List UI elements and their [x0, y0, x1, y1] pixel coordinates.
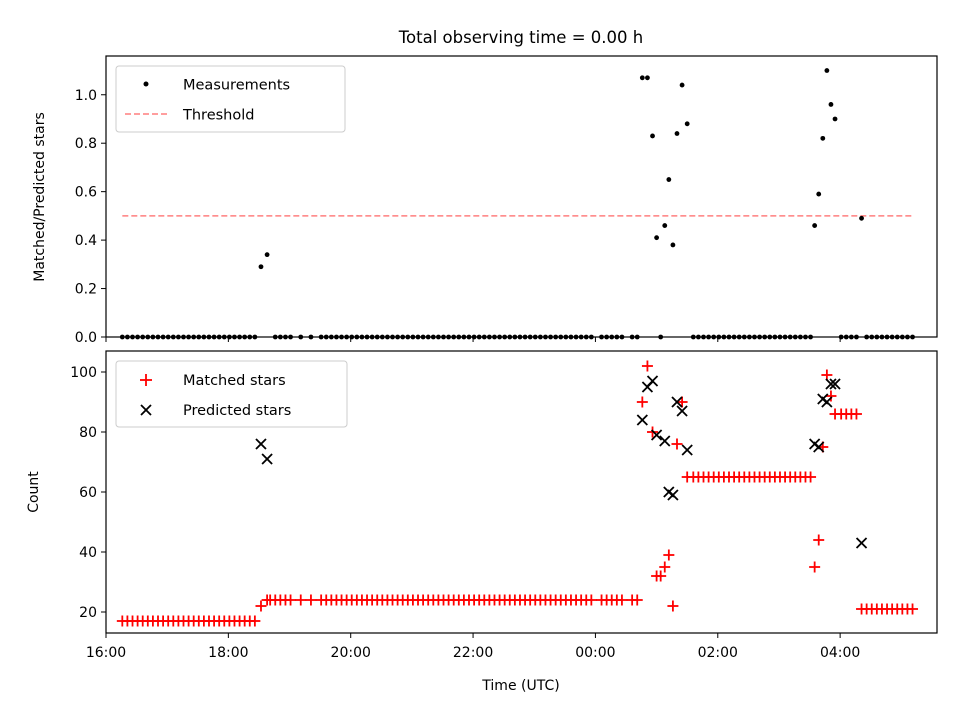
- matched-star-point: [671, 438, 683, 450]
- measurement-point: [639, 75, 645, 81]
- measurement-point: [824, 68, 830, 73]
- measurement-point: [662, 223, 668, 228]
- y-tick-label: 80: [79, 425, 97, 441]
- matched-star-point: [850, 408, 862, 420]
- measurement-point: [832, 116, 838, 122]
- y-tick-label: 0.6: [75, 185, 97, 201]
- predicted-star-point: [659, 435, 671, 447]
- predicted-star-point: [255, 438, 267, 450]
- x-tick-label: 04:00: [820, 645, 860, 661]
- x-tick-label: 22:00: [453, 645, 493, 661]
- matched-star-point: [305, 594, 317, 606]
- measurement-point: [650, 133, 655, 139]
- predicted-star-point: [829, 378, 841, 390]
- bottom-y-axis-label: Count: [26, 471, 42, 513]
- y-tick-label: 0.4: [75, 233, 97, 249]
- matched-star-point: [907, 603, 919, 615]
- legend-threshold-label: Threshold: [182, 108, 254, 124]
- y-tick-label: 100: [70, 365, 97, 381]
- bottom-legend: Matched stars Predicted stars: [115, 360, 348, 428]
- matched-star-point: [295, 594, 307, 606]
- matched-star-point: [616, 594, 628, 606]
- bottom-panel-frame: [105, 350, 938, 634]
- predicted-star-point: [813, 441, 825, 453]
- x-tick-label: 20:00: [331, 645, 371, 661]
- predicted-star-point: [671, 396, 683, 408]
- legend-predicted-marker: [140, 404, 152, 416]
- predicted-star-point: [821, 396, 833, 408]
- predicted-star-point: [681, 444, 693, 456]
- matched-star-point: [636, 396, 648, 408]
- measurement-point: [820, 135, 826, 141]
- matched-star-point: [813, 534, 825, 546]
- legend-predicted-label: Predicted stars: [183, 403, 291, 419]
- predicted-star-point: [676, 405, 688, 417]
- measurement-point: [654, 235, 660, 241]
- measurement-point: [674, 131, 680, 136]
- x-tick-label: 02:00: [698, 645, 738, 661]
- legend-matched-label: Matched stars: [183, 373, 286, 389]
- y-tick-label: 60: [79, 485, 97, 501]
- x-axis-label: Time (UTC): [481, 678, 559, 694]
- matched-star-point: [631, 594, 643, 606]
- measurement-point: [645, 75, 650, 81]
- y-tick-label: 20: [79, 605, 97, 621]
- top-panel-marks: [119, 68, 915, 340]
- top-legend: Measurements Threshold: [115, 65, 346, 133]
- matched-star-point: [663, 549, 675, 561]
- matched-star-point: [676, 396, 688, 408]
- matched-star-point: [585, 594, 597, 606]
- bottom-panel-axes: 20 40 60 80 100 16:00 18:00 20:00 22:00 00:00 02:0…: [70, 365, 860, 661]
- matched-star-point: [255, 600, 267, 612]
- y-tick-label: 0.2: [75, 282, 97, 298]
- x-tick-label: 18:00: [208, 645, 248, 661]
- chart-title: Total observing time = 0.00 h: [398, 28, 643, 47]
- top-y-axis-label: Matched/Predicted stars: [32, 112, 48, 282]
- bottom-panel: 20 40 60 80 100 16:00 18:00 20:00 22:00 00:00 02:0…: [26, 350, 938, 694]
- predicted-star-point: [636, 414, 648, 426]
- measurement-point: [679, 82, 685, 88]
- predicted-star-point: [855, 537, 868, 549]
- y-tick-label: 0.0: [75, 330, 97, 346]
- measurement-point: [812, 223, 818, 228]
- top-panel-frame: [105, 55, 938, 338]
- top-panel: 0.0 0.2 0.4 0.6 0.8 1.0 Matched/Predicted sta…: [32, 55, 938, 346]
- predicted-star-point: [261, 453, 273, 465]
- top-panel-axes: 0.0 0.2 0.4 0.6 0.8 1.0: [75, 88, 841, 346]
- legend-matched-marker: [140, 374, 152, 386]
- measurement-point: [684, 121, 690, 127]
- matched-star-point: [825, 390, 837, 402]
- y-tick-label: 0.8: [75, 136, 97, 152]
- bottom-legend-box: [115, 360, 348, 428]
- predicted-star-point: [650, 429, 663, 441]
- measurement-point: [859, 215, 864, 221]
- x-tick-label: 16:00: [86, 645, 126, 661]
- legend-measurements-label: Measurements: [183, 78, 290, 94]
- measurement-point: [816, 191, 822, 197]
- y-tick-label: 40: [79, 545, 97, 561]
- matched-star-point: [641, 360, 653, 372]
- predicted-star-point: [646, 375, 659, 387]
- top-legend-box: [115, 65, 346, 133]
- legend-measurements-marker: [143, 81, 149, 87]
- predicted-star-point: [667, 489, 679, 501]
- x-tick-label: 00:00: [575, 645, 615, 661]
- matched-star-point: [249, 615, 261, 627]
- measurement-point: [264, 252, 270, 258]
- predicted-star-point: [825, 378, 837, 390]
- matched-star-point: [655, 570, 667, 582]
- bottom-panel-marks: [116, 360, 919, 627]
- measurement-point: [670, 242, 676, 248]
- matched-star-point: [809, 561, 821, 573]
- y-tick-label: 1.0: [75, 88, 97, 104]
- measurement-point: [666, 177, 672, 182]
- matched-star-point: [805, 471, 817, 483]
- measurement-point: [828, 102, 834, 107]
- measurement-point: [258, 264, 264, 270]
- matched-star-point: [667, 600, 679, 612]
- matched-star-point: [285, 594, 297, 606]
- matched-star-point: [659, 561, 671, 573]
